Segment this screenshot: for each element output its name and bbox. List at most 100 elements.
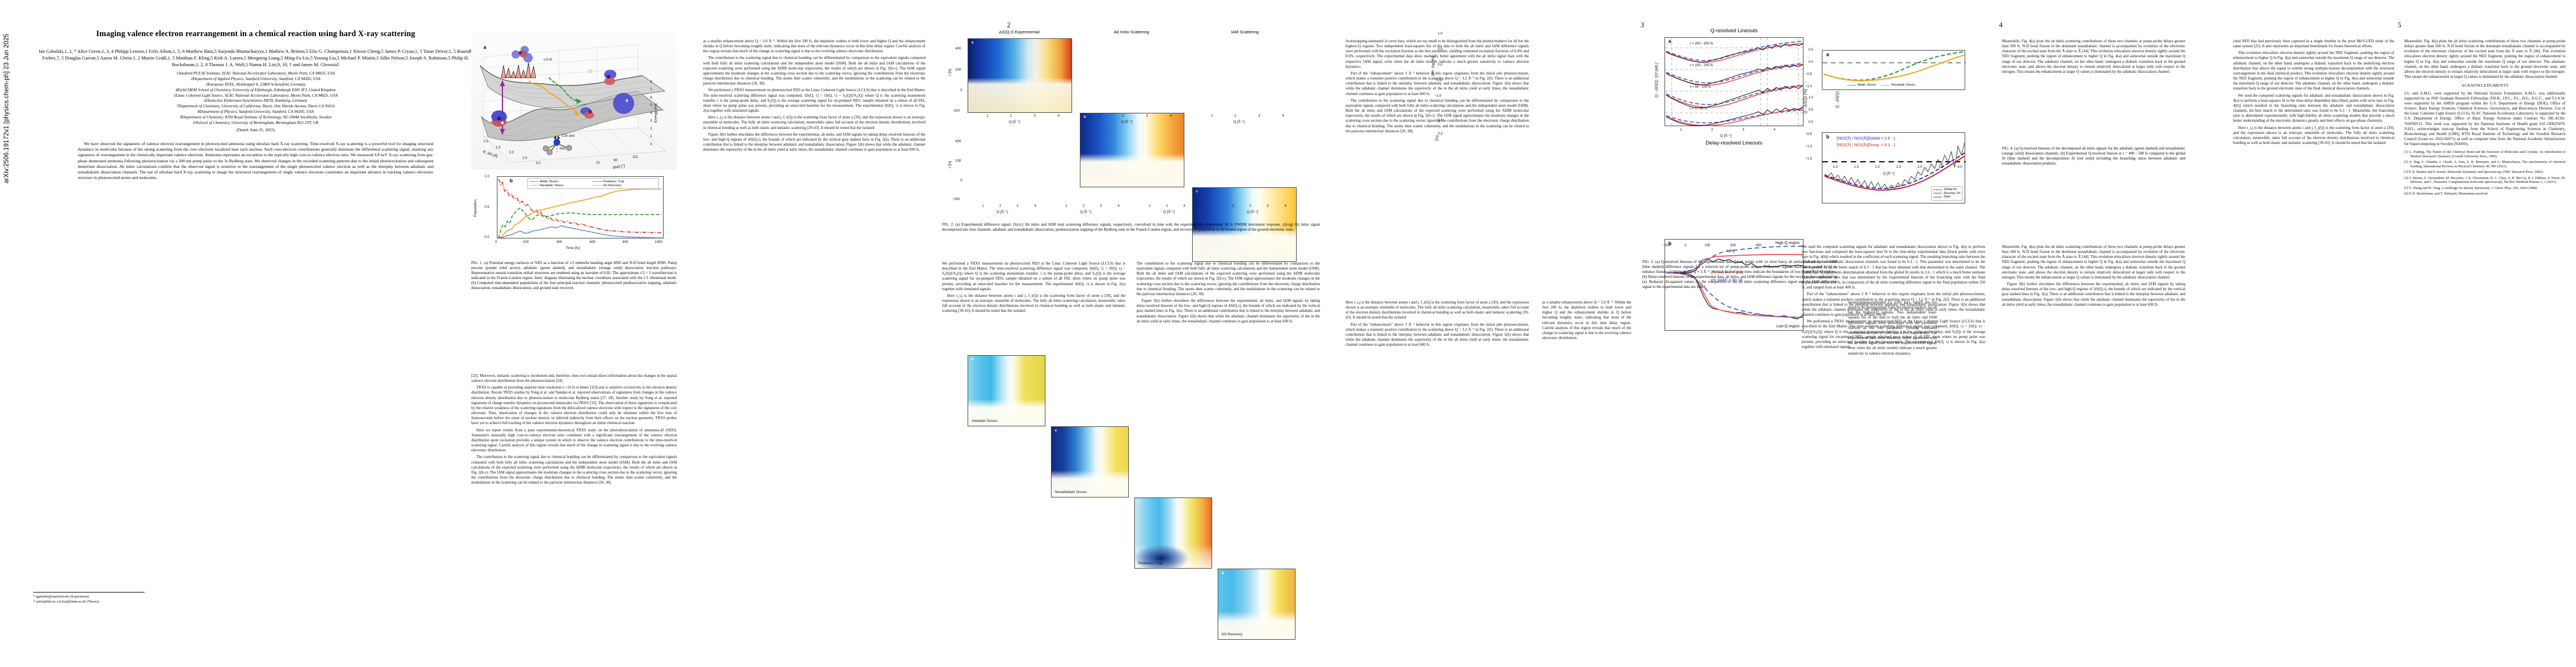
fig4a-tick: −1.0 [1805, 84, 1812, 88]
abstract-text: We have observed the signatures of valen… [78, 141, 434, 181]
page1-col2-body: [22]. Moreover, inelastic scattering is … [471, 374, 677, 487]
fig4-panel-b-label: b [1826, 134, 1830, 140]
heatmap-abinitio [1080, 113, 1184, 187]
para: Figure 3(b) further elucidates the diffe… [703, 132, 925, 152]
population-svg [498, 178, 662, 238]
tau-tick: −200 [952, 197, 960, 201]
para: Here we report results from a joint expe… [471, 427, 677, 453]
fig1-panel-a-label: a [484, 44, 487, 50]
tau-tick: 400 [955, 47, 961, 51]
q-tick: 4 [1170, 114, 1172, 118]
fig3-panel-a-label: a [1668, 38, 1672, 44]
author-list: Ian Gabalski,1, 2, * Alice Green,1, 3, 4… [38, 48, 473, 67]
legend-label: Data [1944, 195, 1950, 199]
para: We performed a TRXS measurement on photo… [703, 88, 925, 113]
legend-item-adiab: Adiab. Dissoc. [530, 180, 593, 183]
orbital-top-left [511, 46, 533, 63]
fig3a-trace-label: τ = 0 - 50 fs [1690, 107, 1707, 111]
q-tick: 3 [1742, 128, 1745, 132]
fig2-panel-b: b [1080, 113, 1184, 187]
para: Part of the "enhancement" above 3 Å⁻¹ be… [1802, 292, 1985, 317]
q-tick: 3 [1258, 114, 1260, 118]
heatmap-experimental [968, 39, 1072, 112]
affiliation: 6Deutsches Elektronen-Synchrotron DESY, … [204, 98, 307, 103]
page-title: Imaging valence electron rearrangement i… [96, 29, 415, 38]
q-axis-label: Q [Å⁻¹] [1883, 172, 1895, 176]
tau-tick: 150 [1705, 243, 1711, 247]
q-tick: 2 [1010, 114, 1012, 118]
page2-col2-body: We performed a TRXS measurement on photo… [942, 261, 1125, 316]
time-tick: 1000 [655, 240, 662, 244]
legend-label: Global Fit [1944, 188, 1957, 192]
legend-item-predissoc: Predissoc. Trap [593, 180, 656, 183]
inset-molecule [542, 136, 572, 156]
q-tick: 3.5 [1939, 165, 1944, 169]
c3v-axis-label: C3v axis [562, 135, 575, 138]
fig3-panel-b-label: b [1668, 241, 1672, 246]
legend-item-nonadiab: Nonadiab. Dissoc. [1881, 83, 1916, 87]
legend-swatch-nonadiab [530, 185, 538, 186]
q-tick: 1.5 [1854, 165, 1859, 169]
fig3-title-qresolved: Q-resolved Lineouts [1710, 28, 1758, 34]
q-tick: 1 [986, 114, 989, 118]
q-tick: 1 [1099, 114, 1101, 118]
fig2-panel-d: d Adiabatic Dissoc. [968, 355, 1045, 426]
para: Part of the "enhancement" above 3 Å⁻¹ be… [1346, 322, 1529, 347]
rnd-tick: 2.0 [509, 151, 514, 155]
time-tick: 200 [523, 240, 529, 244]
reference-item: [4] V. Bierau, S. Alexandrini, M. Biczys… [2404, 176, 2565, 185]
page-number-4: 4 [1999, 21, 2003, 29]
page5-col2-body: Meanwhile, Fig. 4(a) plots the ab initio… [2404, 39, 2565, 197]
fig1-panel-b-label: b [510, 178, 513, 183]
affiliation: 7Department of Chemistry, University of … [176, 103, 335, 109]
tau-tick: 0 [960, 88, 963, 92]
page-1: Imaging valence electron rearrangement i… [0, 0, 686, 667]
figure-1: a ν′2=5 C3v axis θND 8 7 6 5 4 3 2 1 0 E… [471, 33, 677, 295]
q-tick: 2.0 [1875, 165, 1880, 169]
time-tick: 400 [556, 240, 562, 244]
q-tick: 2 [1249, 204, 1252, 208]
q-tick: 2 [1711, 128, 1713, 132]
ratio-global: [ND2(X̃) / ND2(Ã)]Global = 2.6 : 1 [1837, 136, 1896, 141]
pes-svg [480, 44, 667, 163]
fig3-caption: FIG. 3. (a) Q-resolved lineouts of the e… [1642, 260, 1837, 290]
z-tick: 1 [650, 135, 652, 138]
q-tick: 4 [1773, 128, 1776, 132]
figure-3: Q-resolved Lineouts Q · ⟨ΔS(Q, τ)⟩τ [arb… [1642, 28, 1937, 331]
fig2-panel-e-label: e [1055, 429, 1057, 432]
heatmap-iam [1193, 188, 1296, 261]
para: Here r_i,j is the distance between atoms… [1346, 300, 1529, 320]
q-axis-label: Q [Å⁻¹] [1009, 120, 1020, 124]
legend-item-decompfit: Decomp. Fit [1934, 192, 1960, 195]
affiliation: 1Stanford PULSE Institute, SLAC National… [176, 71, 335, 76]
q-axis-label: Q [Å⁻¹] [1121, 120, 1133, 124]
time-axis-label: Time [fs] [566, 246, 580, 250]
fig2-tau-label-bottom: τ [fs] [948, 161, 953, 169]
q-tick: 3 [1183, 204, 1185, 208]
q-tick: 2 [1083, 204, 1085, 208]
title-block: Imaging valence electron rearrangement i… [33, 29, 478, 181]
diffsig-tick: 1.0 [1438, 32, 1443, 36]
ratio-decomp: [ND2(X̃) / ND2(Ã)]Dcmp. = 6.3 : 1 [1837, 143, 1896, 147]
fig4b-tick: 1.0 [1808, 96, 1813, 99]
fig3a-ylabel: Q · ⟨ΔS(Q, τ)⟩τ [arb.] [1655, 62, 1659, 98]
tau-tick: 0 [960, 178, 963, 182]
para: We performed a TRXS measurement on photo… [1802, 319, 1985, 349]
acknowledgments-heading: ACKNOWLEDGMENTS [2461, 83, 2509, 88]
para: We performed a TRXS measurement on photo… [942, 261, 1125, 291]
page-number-5: 5 [2398, 21, 2401, 29]
q-tick: 1 [1149, 204, 1151, 208]
para: [22]. Moreover, inelastic scattering is … [471, 374, 677, 384]
z-tick: 4 [650, 111, 652, 115]
fig3-panel-a: a τ = 200 - 500 fs τ = 100 - 200 fs τ = … [1665, 37, 1804, 127]
fig3b-highq-label: High-Q region [1775, 241, 1800, 245]
z-tick: 2 [650, 127, 652, 131]
fig2-panel-e-name: Nonadiabatic Dissoc. [1055, 490, 1088, 494]
q-tick: 3 [1034, 114, 1036, 118]
diffsig-tick: 0.4 [1438, 118, 1443, 122]
legend-item-globalfit: Global Fit [1934, 188, 1960, 191]
para: Meanwhile, Fig. 4(a) plots the ab initio… [2002, 245, 2185, 280]
legend-label: Adiab. Dissoc. [1857, 83, 1877, 87]
theta-tick: 110 [632, 155, 638, 159]
footnotes: * igabalski@stanford.edu (Experiment) † … [33, 595, 245, 604]
